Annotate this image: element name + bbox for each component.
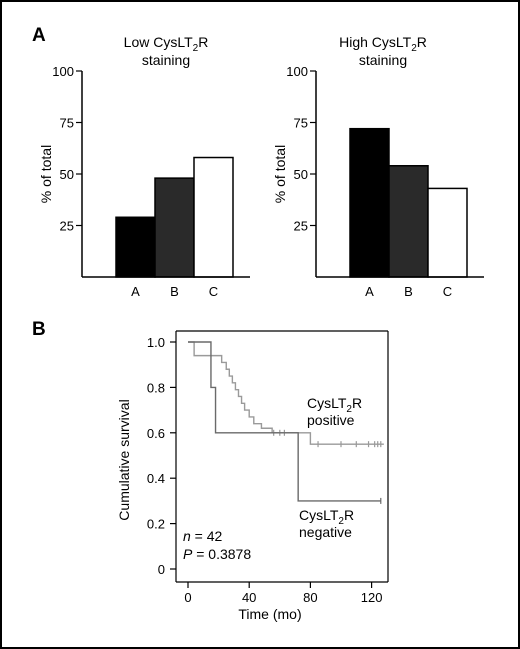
chart-low-xtick-label: A <box>131 284 140 299</box>
survival-ytick-label: 0.8 <box>147 380 165 395</box>
chart-low-bars <box>115 156 234 278</box>
survival-xtick-label: 40 <box>242 590 256 605</box>
survival-chart: Cumulative survival Time (mo) 0 0.2 0.4 0.6… <box>116 330 389 622</box>
chart-low-title-line2: staining <box>142 52 190 68</box>
chart-high-bars <box>349 127 468 278</box>
chart-low-ylabel: % of total <box>38 145 54 203</box>
chart-low-bar <box>193 156 234 278</box>
chart-low-bar <box>115 216 156 278</box>
chart-high-bar <box>349 127 390 278</box>
chart-high-ytick-label: 100 <box>286 64 308 79</box>
survival-ytick-label: 0.4 <box>147 471 165 486</box>
bar-chart-low: Low CysLT2R staining % of total 25 50 75 10… <box>38 34 250 299</box>
chart-low-xtick-label: C <box>209 284 218 299</box>
chart-low-bar <box>154 177 195 278</box>
series-positive-label: CysLT2R <box>307 395 362 415</box>
survival-ytick-label: 1.0 <box>147 335 165 350</box>
survival-curve-negative <box>188 341 381 502</box>
survival-xticks: 0 40 80 120 <box>184 582 382 605</box>
chart-low-yticks: 25 50 75 100 <box>52 64 82 234</box>
chart-low-ytick-label: 25 <box>60 219 74 234</box>
chart-high-yticks: 25 50 75 100 <box>286 64 316 234</box>
survival-series <box>188 341 384 504</box>
survival-xtick-label: 0 <box>184 590 191 605</box>
chart-low-ytick-label: 75 <box>60 116 74 131</box>
survival-ylabel: Cumulative survival <box>116 399 132 520</box>
chart-high-title-line2: staining <box>359 52 407 68</box>
chart-high-ytick-label: 50 <box>294 167 308 182</box>
survival-yticks: 0 0.2 0.4 0.6 0.8 1.0 <box>147 335 176 577</box>
chart-high-ytick-label: 25 <box>294 219 308 234</box>
chart-high-title: High CysLT2R <box>339 34 427 54</box>
chart-low-xtick-label: B <box>170 284 179 299</box>
chart-high-xtick-label: C <box>443 284 452 299</box>
survival-xtick-label: 80 <box>303 590 317 605</box>
chart-low-xticks: A B C <box>131 284 218 299</box>
annotation-p: P = 0.3878 <box>183 546 251 562</box>
chart-high-bar <box>388 165 429 278</box>
chart-low-title: Low CysLT2R <box>124 34 209 54</box>
chart-high-ytick-label: 75 <box>294 116 308 131</box>
bar-chart-high: High CysLT2R staining % of total 25 50 75 1… <box>272 34 484 299</box>
survival-ytick-label: 0.2 <box>147 517 165 532</box>
chart-high-xtick-label: A <box>365 284 374 299</box>
chart-low-ytick-label: 50 <box>60 167 74 182</box>
panel-label-b: B <box>32 319 46 340</box>
annotation-n: n = 42 <box>183 528 223 544</box>
chart-high-xtick-label: B <box>404 284 413 299</box>
chart-high-bar <box>427 187 468 278</box>
chart-low-ytick-label: 100 <box>52 64 74 79</box>
chart-high-xticks: A B C <box>365 284 452 299</box>
series-negative-label: CysLT2R <box>299 507 354 527</box>
survival-xlabel: Time (mo) <box>238 606 301 622</box>
series-positive-label-line2: positive <box>307 412 355 428</box>
survival-ytick-label: 0.6 <box>147 426 165 441</box>
panel-label-a: A <box>32 25 46 46</box>
survival-curve-positive <box>188 341 384 445</box>
series-negative-label-line2: negative <box>299 524 352 540</box>
survival-xtick-label: 120 <box>361 590 383 605</box>
chart-high-ylabel: % of total <box>272 145 288 203</box>
survival-ytick-label: 0 <box>158 562 165 577</box>
